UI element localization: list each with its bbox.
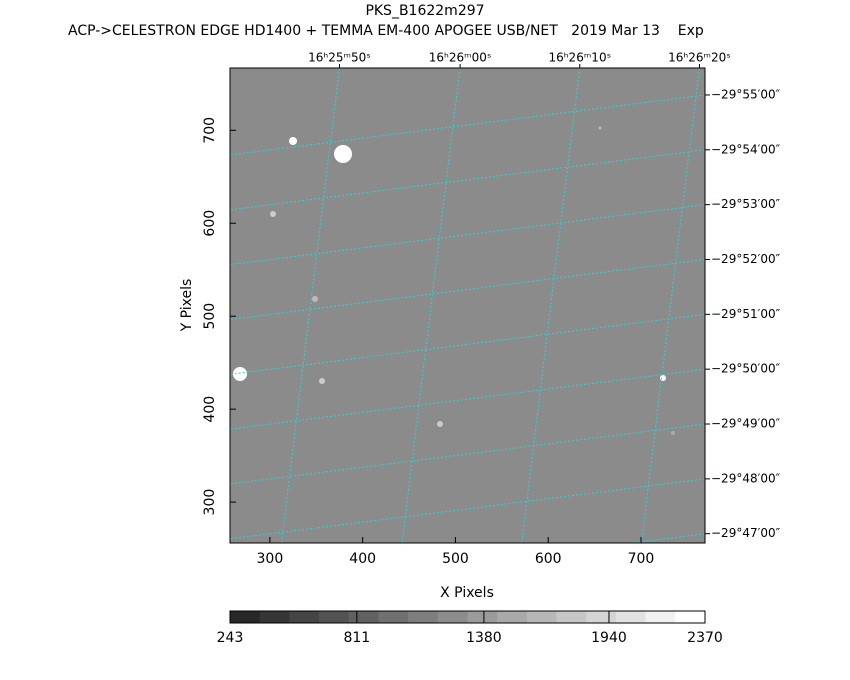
ra-tick-label: 16ʰ26ᵐ20ˢ: [668, 51, 731, 65]
dec-tick-label: −29°54′00″: [711, 142, 781, 156]
colorbar-step: [378, 611, 409, 623]
colorbar-step: [645, 611, 676, 623]
colorbar-step: [408, 611, 439, 623]
y-tick-label: 500: [202, 303, 218, 330]
star: [270, 211, 276, 217]
colorbar-step: [467, 611, 498, 623]
colorbar-step: [526, 611, 558, 623]
y-tick-label: 700: [202, 117, 218, 144]
y-tick-label: 600: [202, 210, 218, 237]
star: [598, 126, 602, 130]
star: [233, 367, 247, 381]
ra-tick-label: 16ʰ26ᵐ00ˢ: [429, 51, 492, 65]
colorbar-step: [259, 611, 290, 623]
x-tick-label: 400: [349, 551, 376, 567]
star: [312, 296, 318, 302]
dec-tick-label: −29°55′00″: [711, 87, 781, 101]
star: [660, 375, 666, 381]
colorbar: [230, 611, 706, 623]
colorbar-tick-label: 2370: [687, 630, 723, 646]
star: [334, 145, 352, 163]
colorbar-step: [319, 611, 350, 623]
image: [230, 68, 705, 543]
colorbar-step: [497, 611, 528, 623]
y-axis-label: Y Pixels: [179, 279, 195, 333]
dec-tick-label: −29°48′00″: [711, 471, 781, 485]
ra-tick-label: 16ʰ26ᵐ10ˢ: [548, 51, 611, 65]
chart-title: PKS_B1622m297: [365, 3, 484, 19]
colorbar-step: [289, 611, 320, 623]
dec-tick-label: −29°50′00″: [711, 362, 781, 376]
dec-tick-label: −29°52′00″: [711, 252, 781, 266]
frame: [229, 67, 706, 544]
colorbar-tick-label: 1940: [591, 630, 627, 646]
stars: [233, 126, 675, 435]
star: [671, 431, 675, 435]
ra-tick-label: 16ʰ25ᵐ50ˢ: [308, 51, 371, 65]
star: [289, 137, 297, 145]
x-axis-label: X Pixels: [440, 585, 494, 601]
x-tick-label: 700: [628, 551, 655, 567]
colorbar-step: [437, 611, 468, 623]
dec-tick-label: −29°53′00″: [711, 197, 781, 211]
colorbar-step: [615, 611, 647, 623]
colorbar-step: [230, 611, 261, 623]
x-tick-label: 500: [442, 551, 469, 567]
dec-tick-label: −29°49′00″: [711, 417, 781, 431]
star: [437, 421, 443, 427]
colorbar-tick-label: 1380: [466, 630, 502, 646]
colorbar-tick-label: 811: [343, 630, 370, 646]
y-tick-label: 300: [202, 489, 218, 516]
dec-tick-label: −29°47′00″: [711, 526, 781, 540]
dec-tick-label: −29°51′00″: [711, 307, 781, 321]
colorbar-step: [675, 611, 706, 623]
star: [319, 378, 325, 384]
x-tick-label: 300: [257, 551, 284, 567]
colorbar-step: [556, 611, 587, 623]
colorbar-tick-label: 243: [217, 630, 244, 646]
x-tick-label: 600: [535, 551, 562, 567]
y-tick-label: 400: [202, 396, 218, 423]
colorbar-step: [586, 611, 617, 623]
chart-subtitle: ACP->CELESTRON EDGE HD1400 + TEMMA EM-40…: [68, 23, 704, 39]
colorbar-step: [348, 611, 379, 623]
